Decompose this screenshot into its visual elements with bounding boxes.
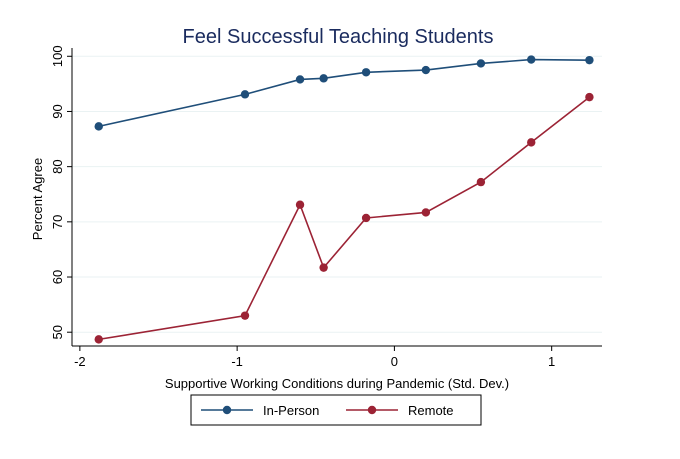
data-point-remote [476,177,486,187]
x-tick-label: -1 [231,354,243,369]
legend-marker-remote [367,405,377,415]
x-tick-label: 0 [391,354,398,369]
y-tick-label: 70 [50,215,65,229]
legend-label-remote: Remote [408,403,454,418]
legend-marker-in-person [222,405,232,415]
data-point-remote [295,200,305,209]
data-point-remote [94,335,103,344]
data-point-remote [527,138,536,147]
chart-title: Feel Successful Teaching Students [183,26,494,48]
series-line-in-person [98,58,590,128]
data-point-remote [421,208,431,217]
series-lines [94,55,594,344]
data-point-remote [240,311,250,320]
x-tick-label: -2 [74,354,86,369]
data-point-in-person [476,59,486,68]
data-point-in-person [585,55,594,65]
series-line-remote [98,96,590,341]
y-tick-label: 80 [50,159,65,173]
data-point-in-person [94,122,103,131]
grid-lines [72,55,602,333]
y-axis-title: Percent Agree [30,158,45,240]
axes: 50 60 70 80 90 100 -2 -1 0 1 [50,45,602,369]
x-tick-label: 1 [548,354,555,369]
x-axis-title: Supportive Working Conditions during Pan… [165,376,509,391]
legend: In-Person Remote [190,394,482,426]
data-point-in-person [361,68,371,77]
y-tick-label: 90 [50,104,65,118]
data-point-in-person [240,90,250,99]
data-point-remote [319,263,328,272]
legend-box [190,394,482,426]
data-point-in-person [421,65,431,75]
data-point-in-person [319,74,328,83]
data-point-in-person [295,75,305,84]
y-tick-label: 100 [50,45,65,67]
y-tick-label: 50 [50,325,65,339]
data-point-remote [585,92,594,102]
legend-label-in-person: In-Person [263,403,319,418]
y-tick-label: 60 [50,270,65,284]
data-point-in-person [527,55,536,64]
data-point-remote [361,213,371,223]
